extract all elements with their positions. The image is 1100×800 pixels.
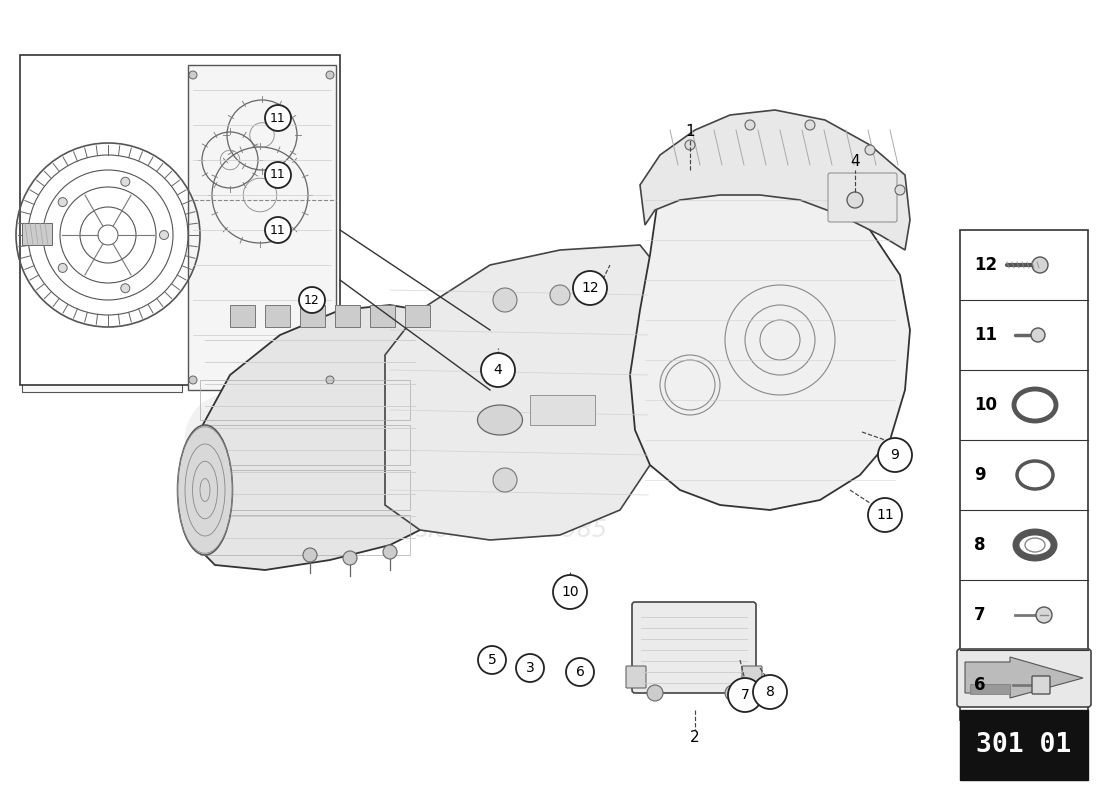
Text: 301 01: 301 01 — [977, 732, 1071, 758]
Polygon shape — [195, 305, 420, 570]
Circle shape — [189, 71, 197, 79]
FancyBboxPatch shape — [1032, 676, 1050, 694]
Circle shape — [728, 678, 762, 712]
Circle shape — [121, 284, 130, 293]
Bar — [265, 305, 290, 327]
Text: 9: 9 — [974, 466, 986, 484]
Bar — [230, 305, 255, 327]
Polygon shape — [965, 657, 1084, 698]
FancyBboxPatch shape — [742, 666, 762, 688]
Bar — [200, 380, 410, 420]
FancyBboxPatch shape — [828, 173, 896, 222]
Ellipse shape — [477, 405, 522, 435]
Circle shape — [189, 376, 197, 384]
Text: 2: 2 — [690, 730, 700, 746]
Circle shape — [265, 162, 292, 188]
Ellipse shape — [1036, 607, 1052, 623]
Bar — [960, 710, 1088, 780]
Bar — [336, 305, 360, 327]
Circle shape — [121, 178, 130, 186]
Circle shape — [805, 120, 815, 130]
Text: 11: 11 — [271, 111, 286, 125]
Text: 6: 6 — [575, 665, 584, 679]
Bar — [370, 305, 395, 327]
Text: 10: 10 — [974, 396, 997, 414]
Circle shape — [493, 468, 517, 492]
Circle shape — [160, 230, 168, 239]
Bar — [970, 684, 1010, 694]
Circle shape — [725, 685, 741, 701]
Ellipse shape — [177, 425, 232, 555]
Text: 8: 8 — [974, 536, 986, 554]
Text: 6: 6 — [974, 676, 986, 694]
Bar — [300, 305, 324, 327]
Circle shape — [553, 575, 587, 609]
Polygon shape — [640, 110, 910, 250]
Text: 3: 3 — [526, 661, 535, 675]
Circle shape — [878, 438, 912, 472]
Circle shape — [265, 217, 292, 243]
Text: europes: europes — [179, 366, 781, 494]
Text: 7: 7 — [740, 688, 749, 702]
Bar — [200, 470, 410, 510]
Bar — [960, 230, 1088, 720]
FancyBboxPatch shape — [632, 602, 756, 693]
Text: 5: 5 — [487, 653, 496, 667]
Text: 12: 12 — [581, 281, 598, 295]
Bar — [22, 223, 52, 245]
Circle shape — [647, 685, 663, 701]
Text: 11: 11 — [271, 223, 286, 237]
Circle shape — [326, 376, 334, 384]
Ellipse shape — [1025, 538, 1045, 552]
Circle shape — [265, 105, 292, 131]
Text: 7: 7 — [974, 606, 986, 624]
Circle shape — [895, 185, 905, 195]
Circle shape — [685, 140, 695, 150]
Text: 8: 8 — [766, 685, 774, 699]
Circle shape — [566, 658, 594, 686]
Text: 11: 11 — [876, 508, 894, 522]
Circle shape — [745, 120, 755, 130]
Text: 11: 11 — [271, 169, 286, 182]
Circle shape — [493, 288, 517, 312]
Circle shape — [516, 654, 544, 682]
Circle shape — [868, 498, 902, 532]
Text: 12: 12 — [304, 294, 320, 306]
Circle shape — [343, 551, 358, 565]
Circle shape — [58, 263, 67, 273]
Circle shape — [326, 71, 334, 79]
Text: a passion found 1985: a passion found 1985 — [352, 518, 607, 542]
Circle shape — [847, 192, 864, 208]
Bar — [200, 425, 410, 465]
Circle shape — [481, 353, 515, 387]
Bar — [530, 395, 595, 425]
Circle shape — [573, 271, 607, 305]
Bar — [200, 515, 410, 555]
Bar — [22, 62, 182, 392]
Circle shape — [58, 198, 67, 206]
Circle shape — [1032, 257, 1048, 273]
Text: 1: 1 — [685, 125, 695, 139]
Text: 10: 10 — [561, 585, 579, 599]
Text: 11: 11 — [974, 326, 997, 344]
Circle shape — [383, 545, 397, 559]
Text: 4: 4 — [850, 154, 860, 170]
Polygon shape — [630, 170, 910, 510]
FancyBboxPatch shape — [957, 649, 1091, 707]
Bar — [188, 65, 336, 390]
Bar — [20, 55, 340, 385]
Circle shape — [550, 285, 570, 305]
Text: 9: 9 — [891, 448, 900, 462]
Circle shape — [754, 675, 786, 709]
Circle shape — [865, 145, 874, 155]
FancyBboxPatch shape — [626, 666, 646, 688]
Circle shape — [299, 287, 324, 313]
Polygon shape — [385, 245, 660, 540]
Bar — [405, 305, 430, 327]
Text: 4: 4 — [494, 363, 503, 377]
Circle shape — [1031, 328, 1045, 342]
Text: 12: 12 — [974, 256, 997, 274]
Circle shape — [478, 646, 506, 674]
Circle shape — [302, 548, 317, 562]
